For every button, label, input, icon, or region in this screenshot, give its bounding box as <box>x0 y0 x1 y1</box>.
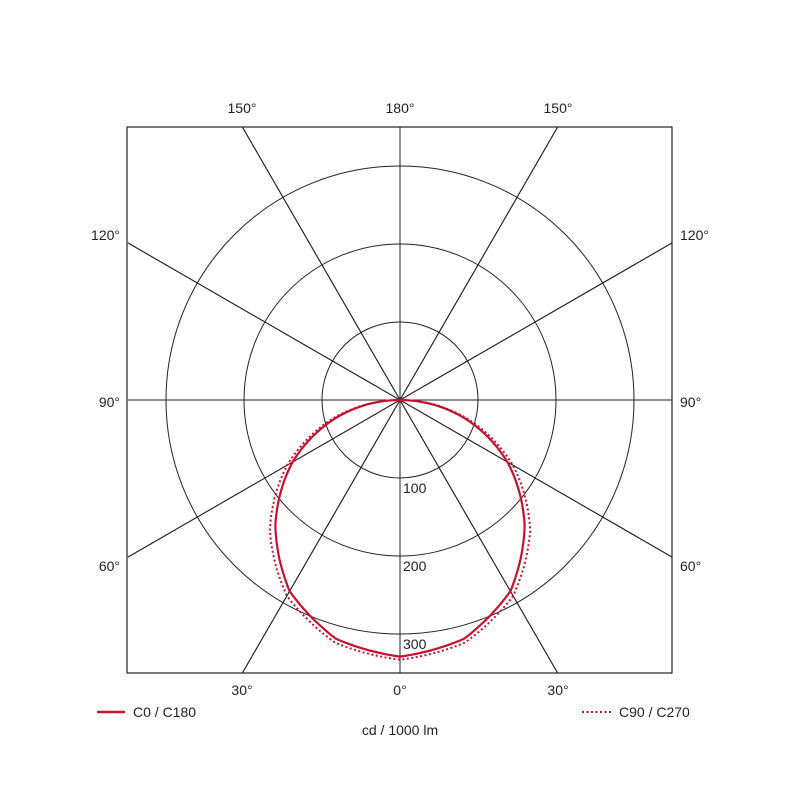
angle-label-top-left: 150° <box>228 100 257 116</box>
series-curve-c90-c270 <box>268 399 532 661</box>
legend-label: C90 / C270 <box>619 704 690 720</box>
angle-label-right-90: 90° <box>680 394 701 410</box>
angle-label-right-120: 120° <box>680 227 709 243</box>
unit-label: cd / 1000 lm <box>362 722 438 738</box>
curves <box>268 398 532 661</box>
series-curve-c0-c180 <box>274 398 526 658</box>
angle-label-left-120: 120° <box>91 227 120 243</box>
angle-label-right-60: 60° <box>680 558 701 574</box>
radial-tick-label-300: 300 <box>403 636 427 652</box>
angle-label-left-60: 60° <box>99 558 120 574</box>
angle-label-top-right: 150° <box>544 100 573 116</box>
angle-label-top-center: 180° <box>386 100 415 116</box>
angle-label-left-90: 90° <box>99 394 120 410</box>
angle-label-bottom-right: 30° <box>547 682 568 698</box>
legend-label: C0 / C180 <box>133 704 196 720</box>
radial-tick-label-100: 100 <box>403 480 427 496</box>
angle-label-bottom-left: 30° <box>231 682 252 698</box>
legend-item-c0: C0 / C180 <box>97 704 196 720</box>
angle-label-bottom-center: 0° <box>393 682 406 698</box>
legend-item-c90: C90 / C270 <box>582 704 690 720</box>
plot-frame <box>126 126 673 674</box>
radial-tick-label-200: 200 <box>403 558 427 574</box>
